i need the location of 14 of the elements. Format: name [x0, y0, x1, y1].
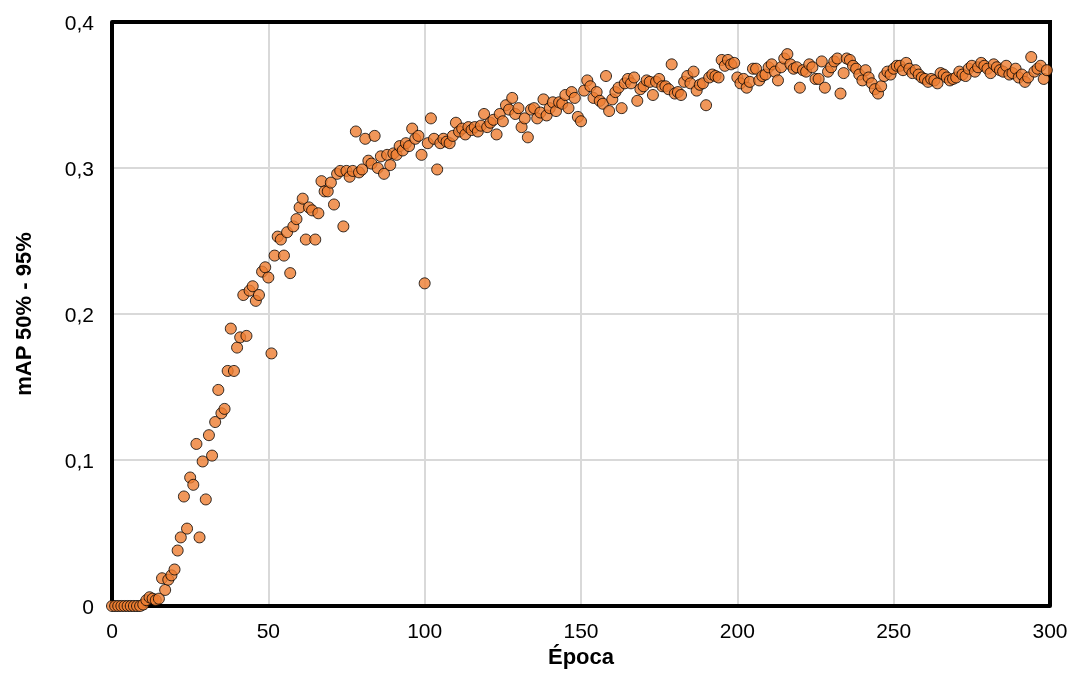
x-tick-label: 50 — [256, 619, 281, 642]
x-tick-label: 100 — [407, 619, 443, 642]
x-tick-label: 250 — [876, 619, 912, 642]
y-tick-label: 0,1 — [64, 448, 94, 472]
y-tick-label: 0 — [82, 594, 94, 618]
y-tick-label: 0,4 — [64, 10, 95, 34]
x-axis-title: Época — [547, 644, 615, 670]
y-tick-label: 0,2 — [64, 302, 94, 326]
y-axis-title: mAP 50% - 95% — [10, 232, 36, 396]
x-tick-label: 0 — [106, 619, 118, 642]
x-tick-label: 300 — [1032, 619, 1068, 642]
x-tick-label: 150 — [563, 619, 599, 642]
x-tick-label: 200 — [719, 619, 755, 642]
y-tick-label: 0,3 — [64, 156, 94, 180]
